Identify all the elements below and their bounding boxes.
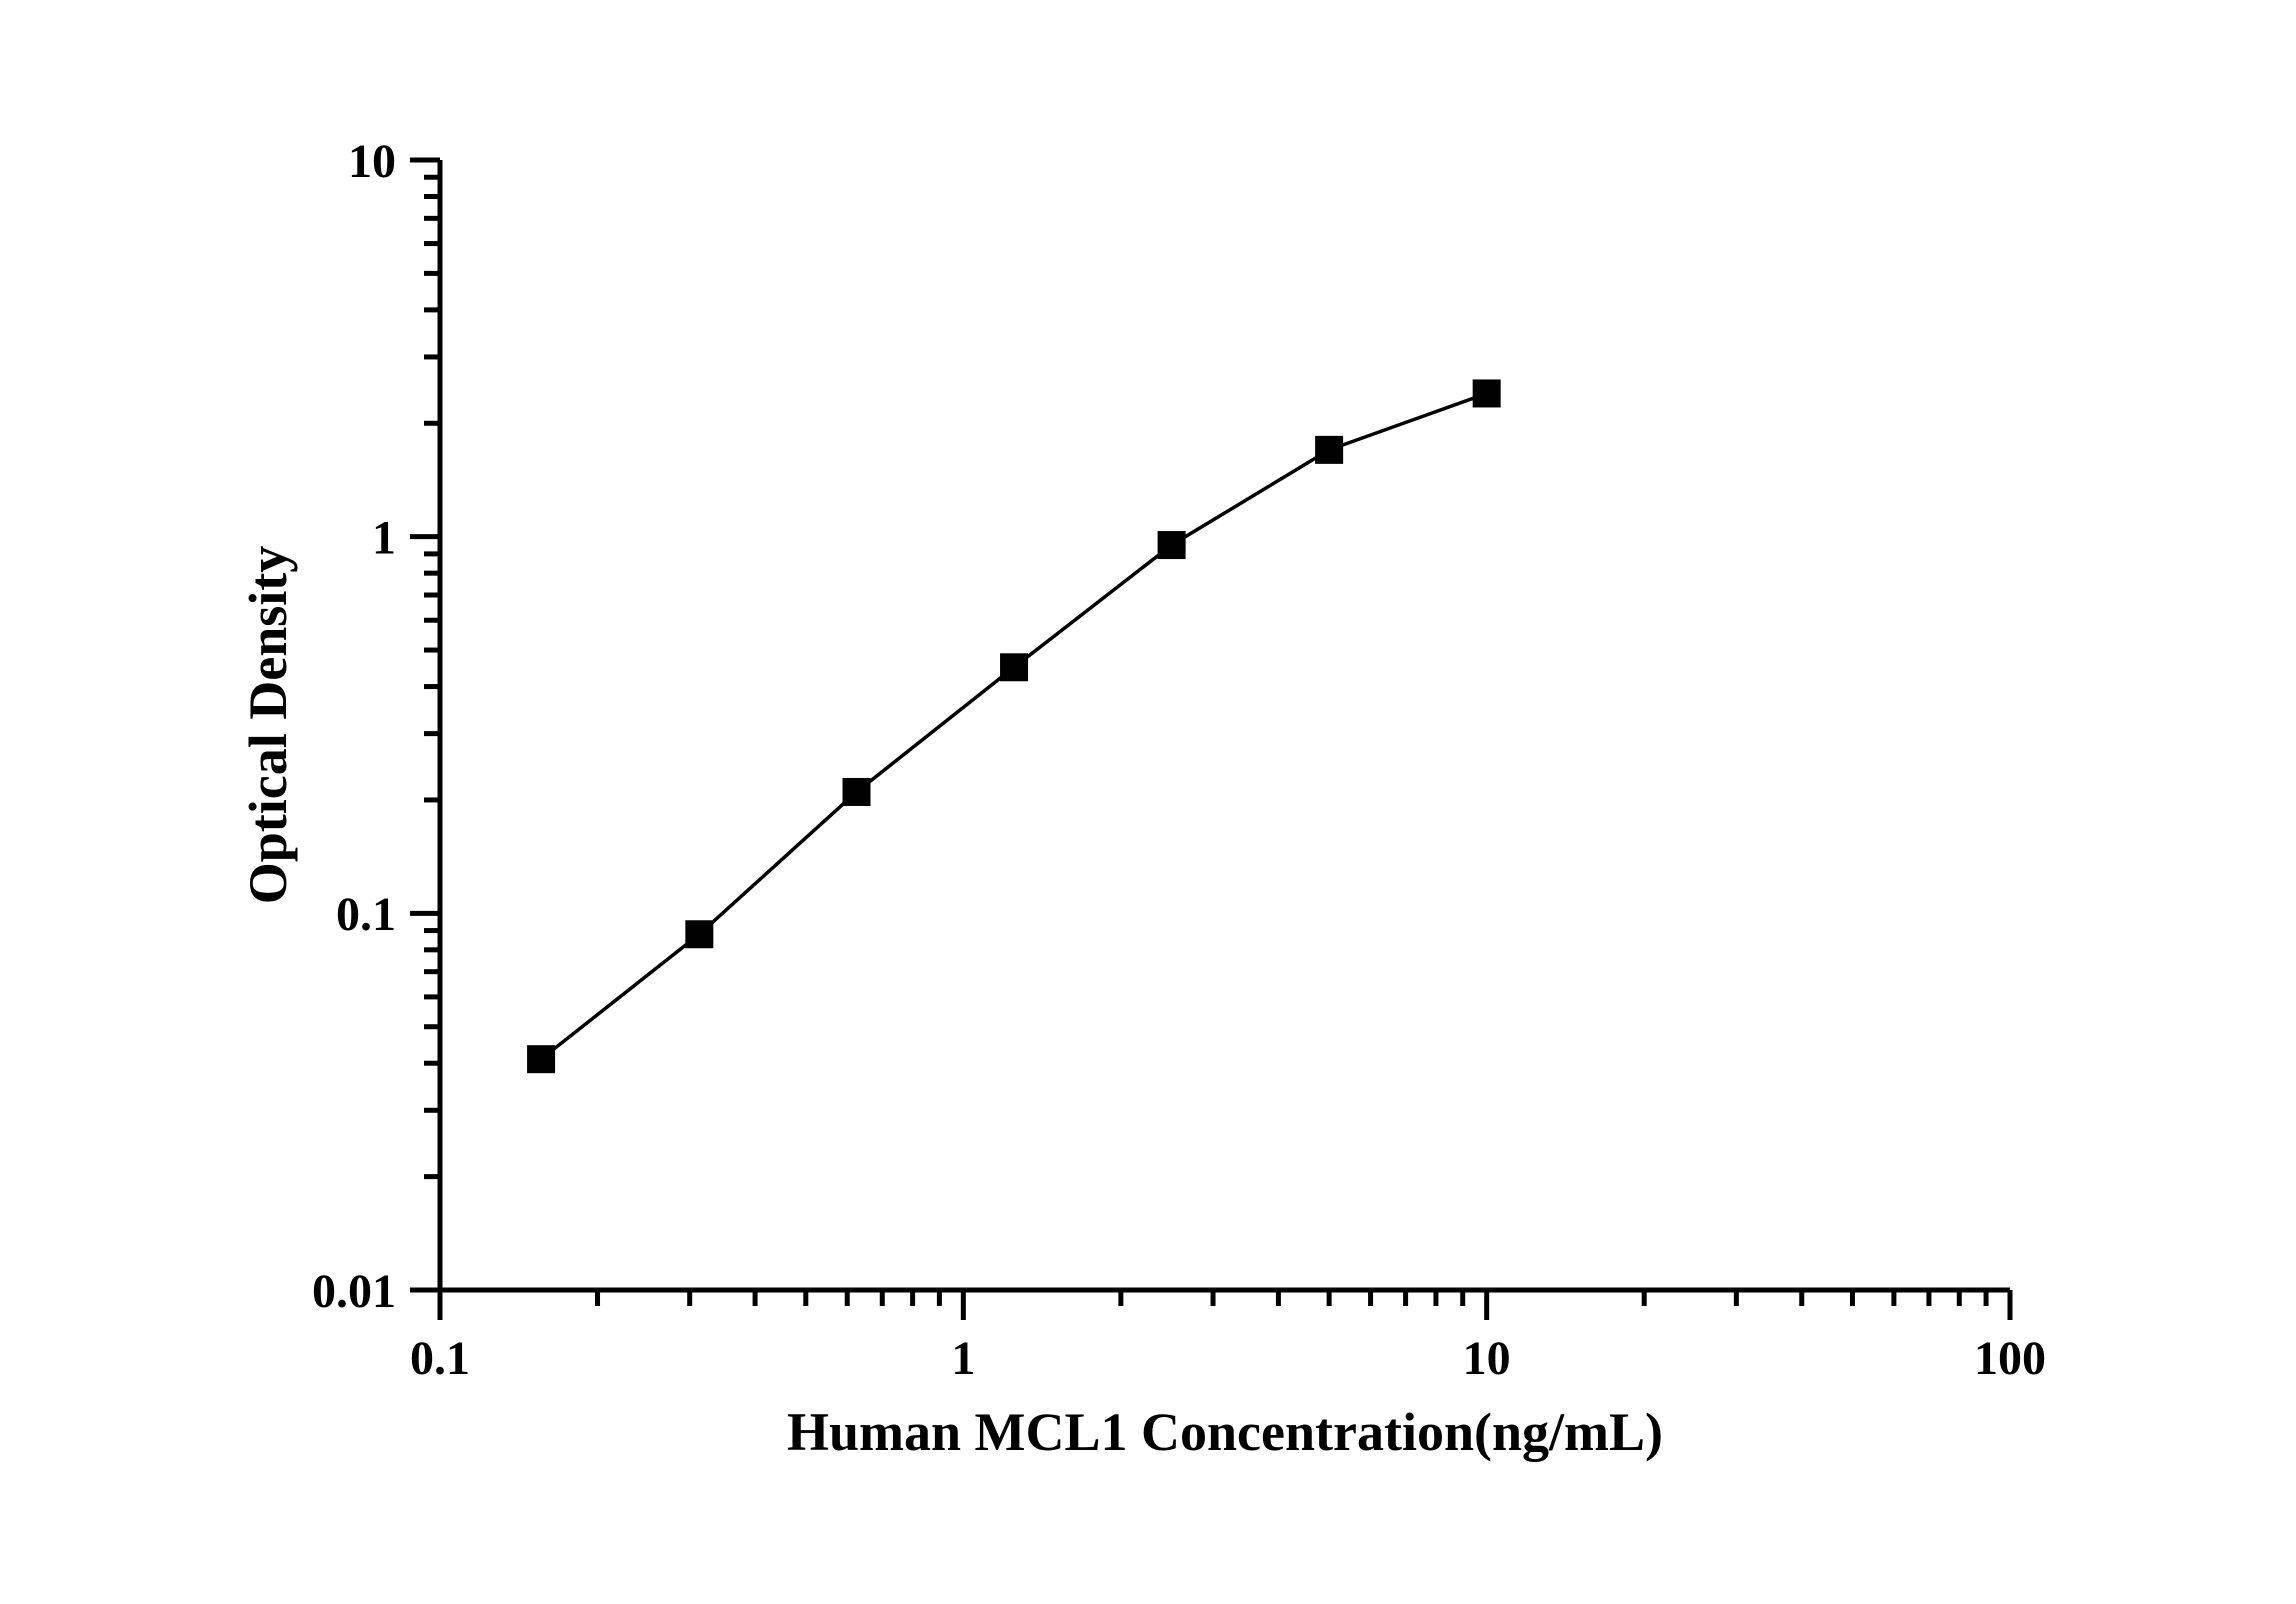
x-tick-label: 10 [1463,1332,1511,1385]
data-marker [527,1045,555,1073]
chart-bg [0,0,2296,1604]
x-tick-label: 100 [1974,1332,2046,1385]
x-tick-label: 0.1 [410,1332,470,1385]
y-tick-label: 1 [372,511,396,564]
data-marker [1315,436,1343,464]
y-tick-label: 10 [348,135,396,188]
data-marker [843,778,871,806]
data-marker [685,920,713,948]
chart-container: 0.1 1 10 100 0.01 0.1 1 10 Human MCL1 Concentrat… [0,0,2296,1604]
loglog-chart: 0.1 1 10 100 0.01 0.1 1 10 Human MCL1 Concentrat… [0,0,2296,1604]
data-marker [1000,653,1028,681]
y-axis-label: Optical Density [238,546,298,905]
y-tick-label: 0.01 [312,1265,396,1318]
data-marker [1473,379,1501,407]
x-axis-label: Human MCL1 Concentration(ng/mL) [787,1402,1663,1462]
x-tick-label: 1 [951,1332,975,1385]
y-tick-label: 0.1 [336,888,396,941]
data-marker [1158,531,1186,559]
